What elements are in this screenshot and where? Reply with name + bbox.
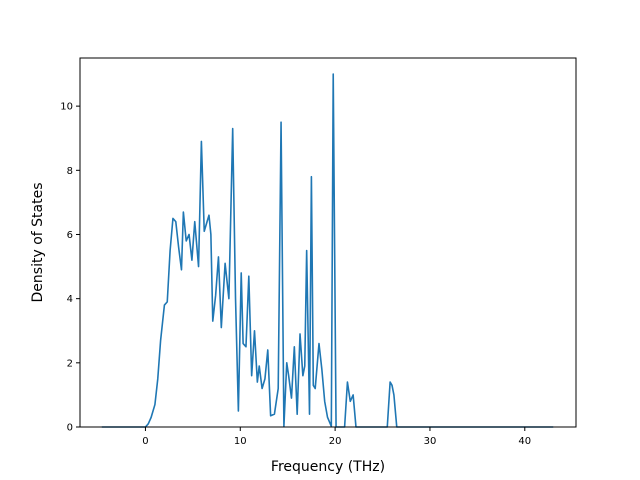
x-tick-label: 10 <box>234 436 247 447</box>
x-tick-label: 20 <box>329 436 342 447</box>
y-tick-label: 0 <box>67 423 73 434</box>
y-tick-label: 6 <box>67 230 73 241</box>
dos-series-line-0 <box>101 73 554 428</box>
plot-frame <box>79 57 577 428</box>
x-tick-label: 0 <box>142 436 148 447</box>
y-axis-title: Density of States <box>30 183 46 303</box>
y-tick-label: 2 <box>67 358 73 369</box>
y-tick-label: 4 <box>67 294 73 305</box>
plot-layer <box>101 73 554 428</box>
y-tick-label: 10 <box>60 102 73 113</box>
x-tick-label: 30 <box>424 436 437 447</box>
y-tick-label: 8 <box>67 166 73 177</box>
x-axis-title: Frequency (THz) <box>271 459 385 475</box>
ticks-layer: 0 10 20 30 40 0 2 4 6 8 10 <box>60 102 531 447</box>
x-tick-label: 40 <box>518 436 531 447</box>
